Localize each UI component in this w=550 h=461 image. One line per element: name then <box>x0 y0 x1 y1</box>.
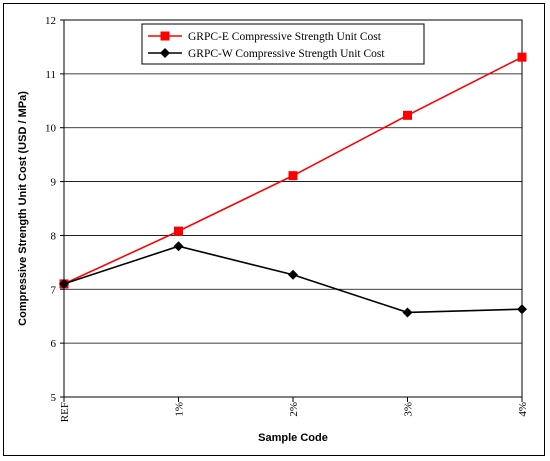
x-tick-label: REF <box>59 402 71 422</box>
data-point-diamond <box>517 304 527 315</box>
x-tick-label: 3% <box>403 402 415 417</box>
legend-marker-diamond <box>160 48 170 58</box>
y-tick-label: 8 <box>51 230 57 242</box>
legend-marker-square <box>160 31 170 41</box>
y-tick-label: 11 <box>45 69 56 81</box>
data-point-square <box>174 226 183 236</box>
x-tick-label: 1% <box>174 402 186 417</box>
series-line-1 <box>63 56 523 285</box>
y-tick-label: 10 <box>45 123 57 135</box>
data-point-square <box>288 171 298 181</box>
x-tick-label: 4% <box>517 402 529 417</box>
data-point-diamond <box>59 278 69 289</box>
data-point-diamond <box>402 307 413 318</box>
y-tick-label: 9 <box>51 177 57 189</box>
legend-label: GRPC-E Compressive Strength Unit Cost <box>188 31 382 43</box>
x-tick-label: 2% <box>288 402 300 417</box>
data-point-square <box>403 110 412 120</box>
data-point-square <box>517 52 527 62</box>
data-point-diamond <box>173 241 184 252</box>
y-tick-label: 12 <box>45 15 56 27</box>
plot-area <box>63 19 523 398</box>
legend-label: GRPC-W Compressive Strength Unit Cost <box>188 48 385 60</box>
y-tick-label: 6 <box>51 338 57 350</box>
data-point-diamond <box>288 269 298 280</box>
y-tick-label: 5 <box>51 392 57 404</box>
y-tick-label: 7 <box>51 284 57 296</box>
x-axis-title: Sample Code <box>258 432 328 444</box>
chart-frame <box>3 3 545 456</box>
y-axis-title: Compressive Strength Unit Cost (USD / MP… <box>17 91 29 326</box>
legend-box <box>141 23 425 65</box>
